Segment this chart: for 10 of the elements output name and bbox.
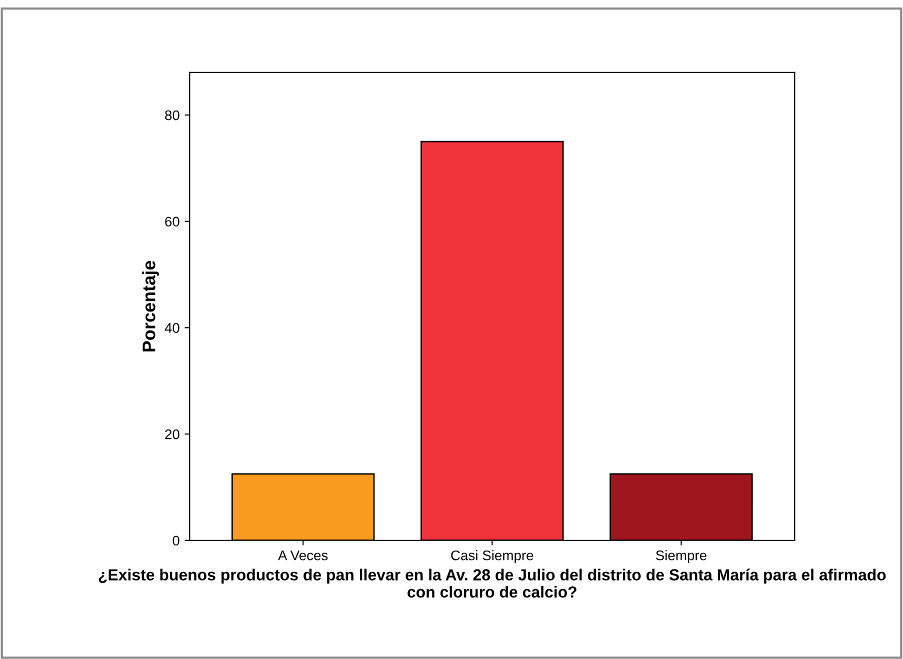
y-tick-label: 80	[165, 110, 180, 120]
x-tick-label: Siempre	[656, 550, 706, 564]
y-tick-label: 40	[164, 323, 180, 333]
x-tick-label: Casi Siempre	[451, 550, 534, 564]
y-tick-label: 0	[172, 536, 180, 546]
y-axis-title: Porcentaje	[142, 260, 159, 352]
y-tick-label: 20	[165, 429, 180, 440]
x-tick-label: A Veces	[278, 550, 328, 560]
x-axis-title: ¿Existe buenos productos de pan llevar en la Av. 28 de Julio del distrito de Santa María para el afirmado con cloruro de calcio?	[98, 568, 886, 598]
y-tick-label: 60	[165, 216, 180, 227]
